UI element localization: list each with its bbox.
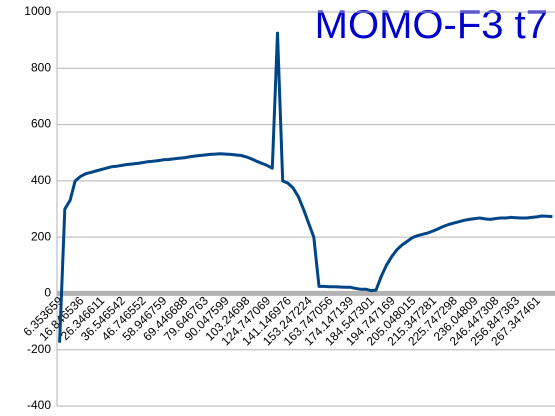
y-tick-label: -200 (27, 342, 51, 356)
y-tick-label: 1000 (24, 4, 51, 18)
data-line (58, 31, 553, 343)
y-tick-label: 400 (31, 173, 51, 187)
plot: -400-200020040060080010006.35365916.8465… (20, 4, 555, 412)
chart-title: MOMO-F3 t7 (315, 3, 548, 47)
y-tick-label: 0 (44, 286, 51, 300)
y-tick-label: 200 (31, 229, 51, 243)
y-tick-label: -400 (27, 398, 51, 412)
y-tick-label: 800 (31, 60, 51, 74)
y-tick-label: 600 (31, 117, 51, 131)
